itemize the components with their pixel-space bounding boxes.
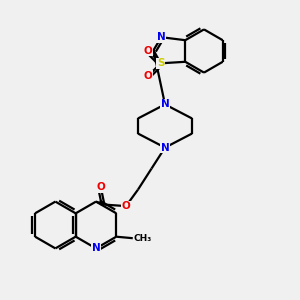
Text: O: O <box>122 201 130 211</box>
Text: N: N <box>92 243 100 254</box>
Text: N: N <box>157 32 166 42</box>
Text: S: S <box>157 58 164 68</box>
Text: N: N <box>160 99 169 110</box>
Text: CH₃: CH₃ <box>134 234 152 243</box>
Text: O: O <box>96 182 105 192</box>
Text: O: O <box>144 71 152 81</box>
Text: O: O <box>144 46 152 56</box>
Text: N: N <box>160 142 169 153</box>
